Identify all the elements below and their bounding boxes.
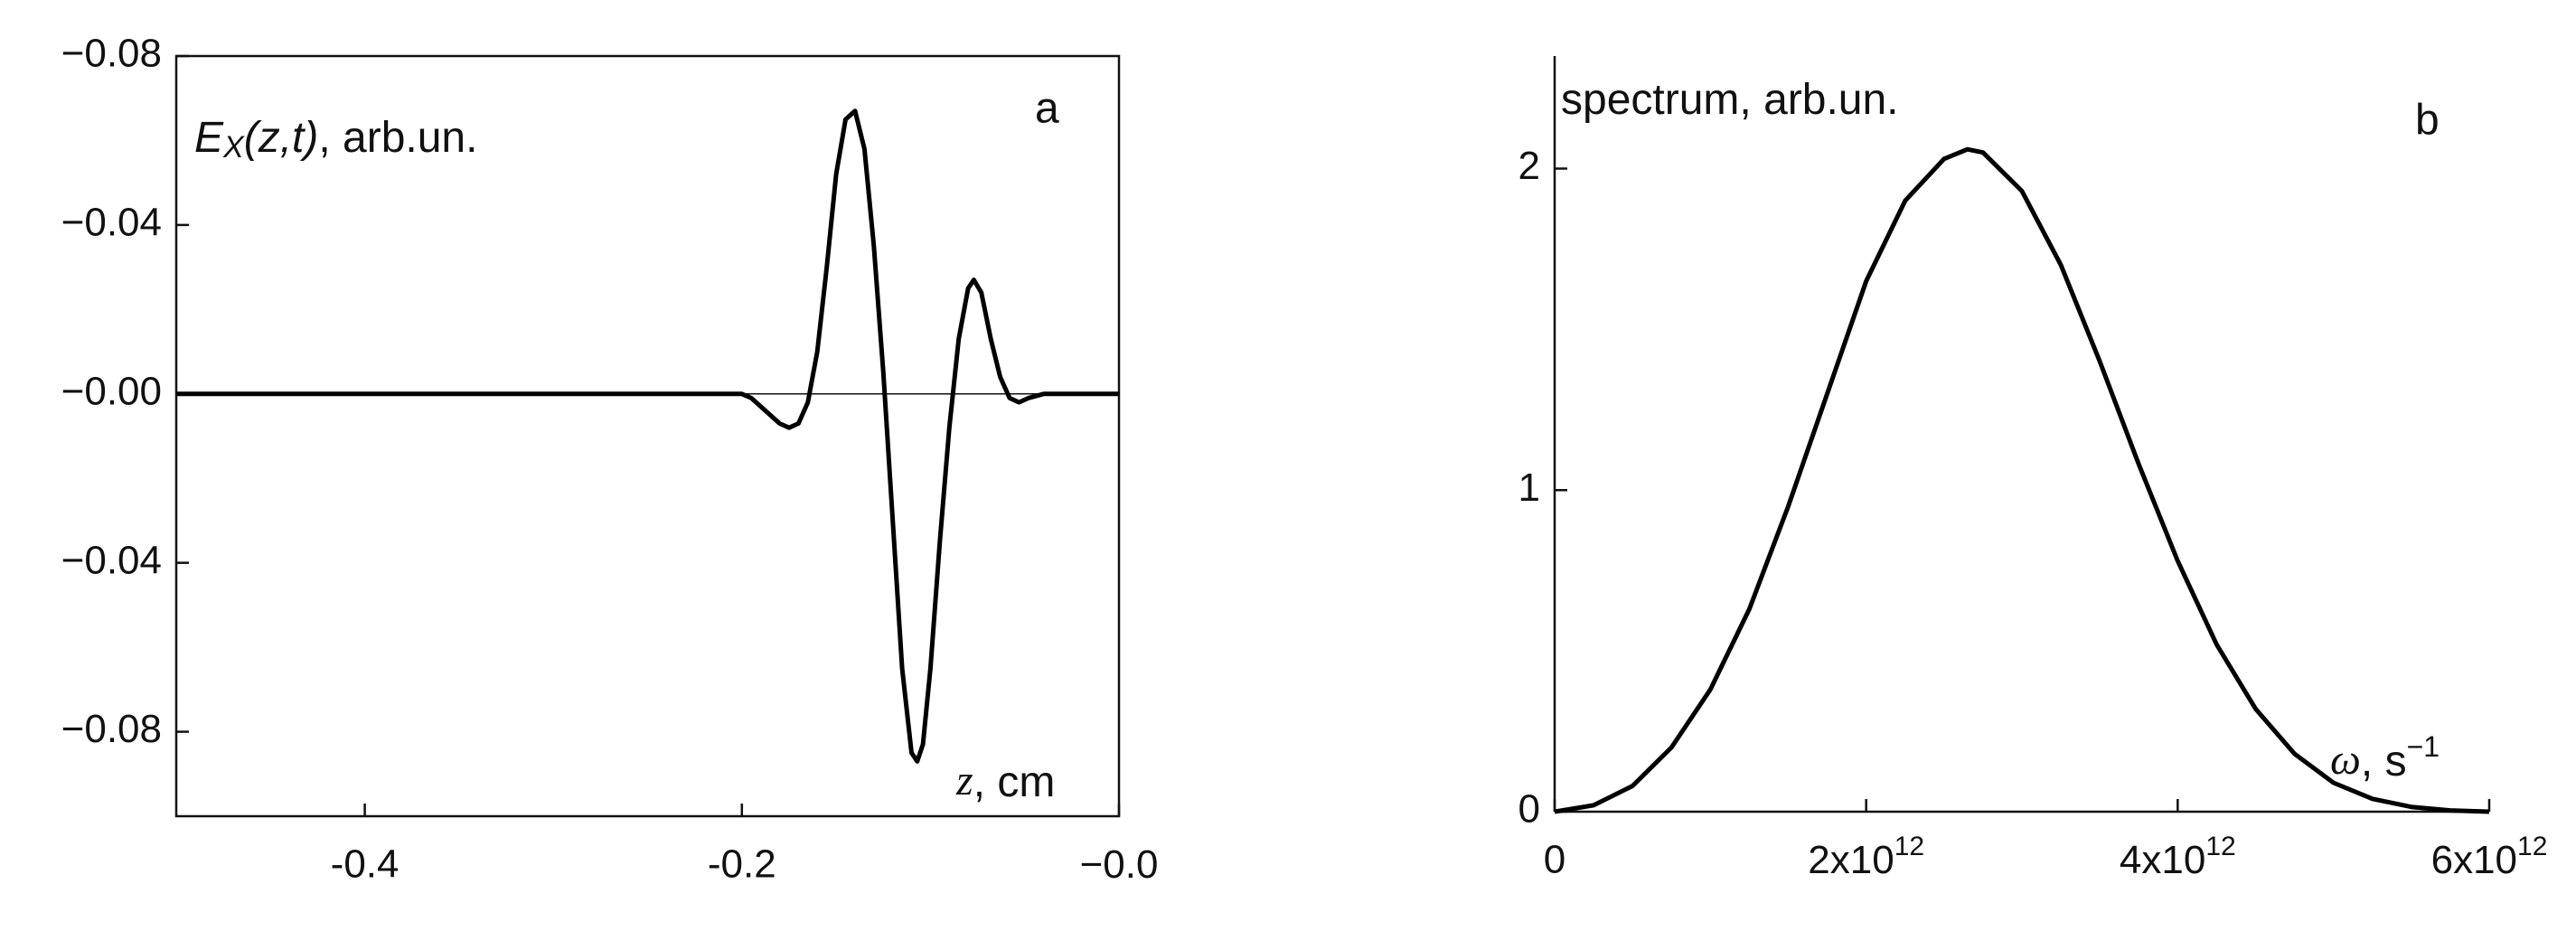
panel-label: b [2415,97,2440,145]
y-tick-label: −0.00 [61,369,162,413]
y-label-part: X [222,130,245,165]
y-tick-label: −0.08 [61,32,162,76]
y-label-part: spectrum, arb.un. [1561,76,1899,124]
y-tick-label: 1 [1518,466,1540,510]
x-label: z, cm [955,757,1055,806]
plot-frame [174,54,1121,818]
y-tick-label: −0.08 [61,707,162,751]
y-tick-label: 2 [1518,144,1540,188]
x-tick-label-part: 12 [1894,832,1924,861]
x-tick-label: 4x1012 [2120,832,2236,882]
panel-label: a [1035,85,1059,133]
y-label: EX(z,t), arb.un. [194,114,477,165]
data-line [1554,146,2490,814]
x-tick-label: −0.0 [1080,842,1159,887]
x-tick-label-part: 2x10 [1808,838,1894,882]
x-tick-label: 6x1012 [2431,832,2548,882]
x-tick-label-part: 12 [2205,832,2235,861]
x-tick-label-part: 4x10 [2120,838,2205,882]
x-tick-label: 2x1012 [1808,832,1924,882]
y-tick-label: −0.04 [61,201,162,245]
x-tick-label-part: −0.0 [1080,842,1159,887]
x-label-part: −1 [2407,730,2440,763]
y-label-part: , arb.un. [318,114,477,162]
x-label-part: , s [2361,738,2407,785]
data-line [176,108,1119,764]
y-label: spectrum, arb.un. [1561,76,1899,124]
y-label-part: (z,t) [244,114,319,162]
x-tick-label: -0.4 [331,842,400,887]
y-tick-label: 0 [1518,787,1540,832]
x-label-part: z [955,757,973,804]
x-tick-label: 0 [1544,838,1565,882]
y-tick-label: −0.04 [61,538,162,582]
x-tick-label-part: 6x10 [2431,838,2517,882]
x-label-part: , cm [973,758,1056,806]
x-label-part: ω [2330,736,2361,784]
x-tick-label-part: 12 [2517,832,2547,861]
y-label-part: E [194,114,224,162]
x-label: ω, s−1 [2330,730,2440,785]
x-tick-label: -0.2 [708,842,776,887]
